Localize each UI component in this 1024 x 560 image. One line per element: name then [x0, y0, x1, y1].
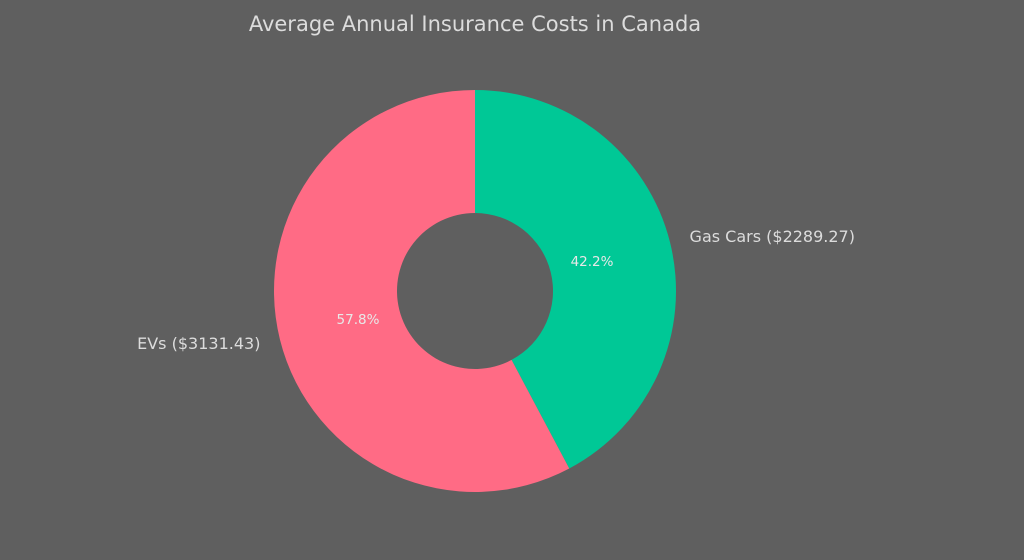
slice-1	[274, 90, 570, 492]
slice-label-1: EVs ($3131.43)	[137, 334, 260, 353]
chart-title: Average Annual Insurance Costs in Canada	[249, 12, 701, 36]
slice-percent-1: 57.8%	[337, 312, 380, 328]
slice-label-0: Gas Cars ($2289.27)	[690, 227, 855, 246]
slice-percent-0: 42.2%	[571, 254, 614, 270]
slice-0	[475, 90, 677, 469]
